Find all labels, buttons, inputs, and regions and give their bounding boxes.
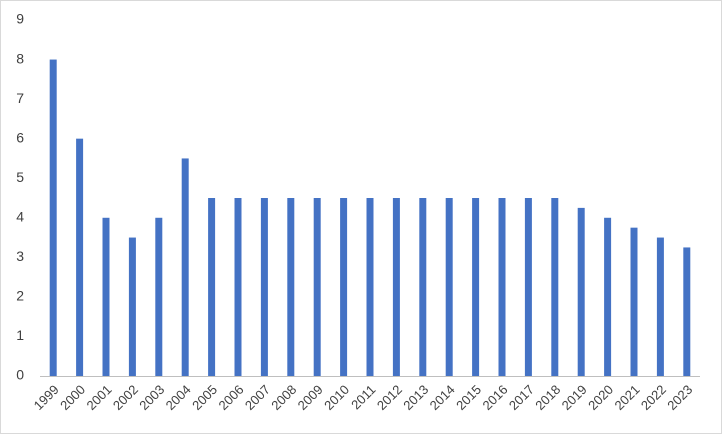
bar [445,198,453,376]
bar [155,217,163,376]
y-tick-label: 5 [16,169,24,185]
bar [366,198,374,376]
bar [128,237,136,376]
bar [76,138,84,376]
bar [49,59,57,377]
bar [287,198,295,376]
bar [313,198,321,376]
bar [340,198,348,376]
bar [472,198,480,376]
bar [604,217,612,376]
bar [102,217,110,376]
bar [630,227,638,376]
bar [683,247,691,376]
bar [392,198,400,376]
bar [577,207,585,376]
bar [208,198,216,376]
y-tick-label: 2 [16,288,24,304]
y-tick-label: 6 [16,129,24,145]
y-tick-label: 8 [16,50,24,66]
y-tick-label: 4 [16,208,24,224]
bar [524,198,532,376]
y-tick-label: 1 [16,327,24,343]
bar [234,198,242,376]
y-tick-label: 0 [16,367,24,383]
bar [419,198,427,376]
bar [181,158,189,376]
bar [260,198,268,376]
y-tick-label: 3 [16,248,24,264]
y-tick-label: 7 [16,90,24,106]
bar [656,237,664,376]
bar [498,198,506,376]
bar [551,198,559,376]
y-tick-label: 9 [16,11,24,27]
